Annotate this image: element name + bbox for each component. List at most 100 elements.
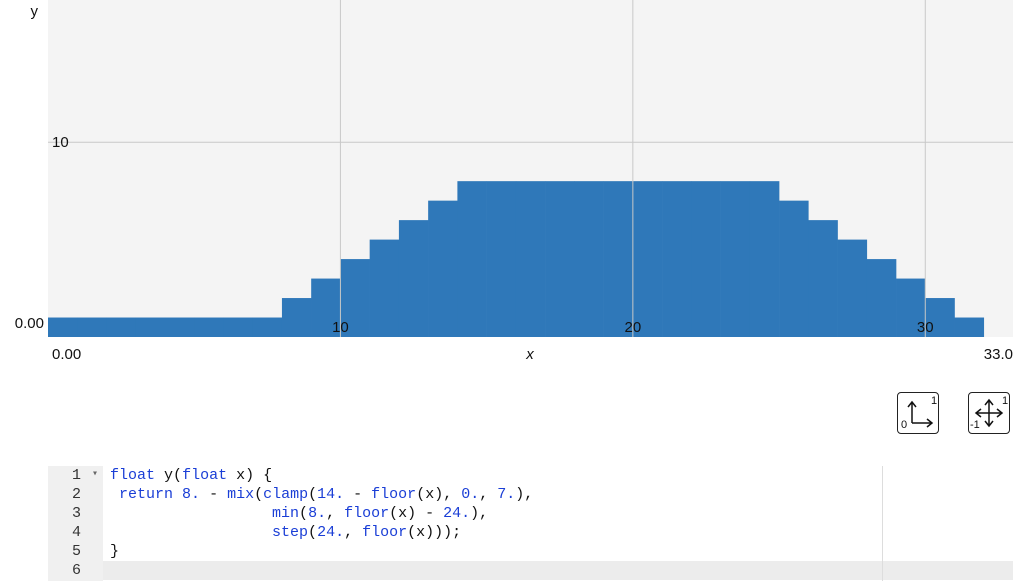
step-bar bbox=[837, 239, 868, 337]
code-token: ( bbox=[173, 467, 183, 484]
code-token: ), bbox=[515, 486, 534, 503]
line-number: 4 bbox=[71, 524, 81, 541]
code-token: floor bbox=[371, 486, 417, 503]
step-bar bbox=[574, 181, 604, 337]
x-tick-label: 10 bbox=[332, 319, 349, 336]
step-bar bbox=[369, 239, 400, 337]
step-bar bbox=[603, 181, 634, 337]
code-token bbox=[110, 524, 272, 541]
button-label: 1 bbox=[931, 395, 938, 407]
code-token: float bbox=[182, 467, 228, 484]
code-token: ) - bbox=[407, 505, 444, 522]
code-token: clamp bbox=[263, 486, 309, 503]
code-line: } bbox=[110, 542, 533, 561]
step-bar bbox=[896, 278, 926, 337]
code-token bbox=[155, 467, 164, 484]
code-token: return bbox=[119, 486, 174, 503]
code-token: 24. bbox=[443, 505, 471, 522]
y-axis-label: y bbox=[31, 3, 39, 20]
code-token: ( bbox=[389, 505, 399, 522]
code-token: , bbox=[326, 505, 345, 522]
code-token: x bbox=[398, 505, 408, 522]
step-bar bbox=[223, 317, 253, 337]
code-token: ( bbox=[254, 486, 264, 503]
step-bar bbox=[106, 317, 137, 337]
code-token: 14. bbox=[317, 486, 345, 503]
line-number: 3 bbox=[71, 505, 81, 522]
step-bar bbox=[720, 181, 751, 337]
code-token: float bbox=[110, 467, 156, 484]
x-range-label: 0.00 bbox=[52, 346, 81, 363]
code-token: ) { bbox=[245, 467, 273, 484]
y-tick-label: 10 bbox=[52, 134, 69, 151]
line-number: 6 bbox=[71, 562, 81, 579]
code-line: float y(float x) { bbox=[110, 466, 533, 485]
step-bar bbox=[281, 298, 312, 337]
code-token: 7. bbox=[497, 486, 516, 503]
code-token bbox=[227, 467, 236, 484]
code-token: mix bbox=[227, 486, 255, 503]
step-bar bbox=[515, 181, 546, 337]
graph: y x 0.00 10 20 30 33.0 0.00 10 bbox=[15, 0, 1013, 363]
step-bar bbox=[340, 259, 370, 337]
step-bar bbox=[77, 317, 107, 337]
code-line: step(24., floor(x))); bbox=[110, 523, 533, 542]
code-token: ( bbox=[308, 486, 318, 503]
origin-button[interactable]: 0 1 bbox=[897, 392, 939, 434]
code-token: 8. bbox=[182, 486, 201, 503]
code-token: ( bbox=[308, 524, 318, 541]
code-token bbox=[110, 486, 119, 503]
line-number: 2 bbox=[71, 486, 81, 503]
code: float y(float x) { return 8. - mix(clamp… bbox=[110, 466, 533, 561]
button-label: 1 bbox=[1002, 395, 1009, 407]
y-range-label: 0.00 bbox=[15, 315, 44, 332]
code-token: - bbox=[200, 486, 228, 503]
center-button[interactable]: -1 1 bbox=[968, 392, 1010, 434]
step-bar bbox=[954, 317, 985, 337]
icon bbox=[907, 400, 934, 428]
code-token: y bbox=[164, 467, 174, 484]
step-bar bbox=[194, 317, 224, 337]
code-token: floor bbox=[362, 524, 408, 541]
code-token: - bbox=[344, 486, 372, 503]
code-token: x bbox=[236, 467, 246, 484]
code-token: 24. bbox=[317, 524, 345, 541]
code-token: ( bbox=[407, 524, 417, 541]
step-bar bbox=[428, 200, 458, 337]
code-token bbox=[173, 486, 182, 503]
step-bar bbox=[545, 181, 575, 337]
step-bar bbox=[866, 259, 897, 337]
x-tick-label: 20 bbox=[625, 319, 642, 336]
code-token: min bbox=[272, 505, 300, 522]
code-token: ( bbox=[299, 505, 309, 522]
print-margin bbox=[882, 466, 883, 581]
code-token: 8. bbox=[308, 505, 327, 522]
code-token: step bbox=[272, 524, 309, 541]
x-range-label: 33.0 bbox=[984, 346, 1013, 363]
step-bar bbox=[164, 317, 195, 337]
step-bar bbox=[252, 317, 283, 337]
code-token: ( bbox=[416, 486, 426, 503]
code-token bbox=[110, 505, 272, 522]
code-token: , bbox=[344, 524, 363, 541]
button-label: 0 bbox=[901, 419, 908, 431]
x-tick-label: 30 bbox=[917, 319, 934, 336]
step-bar bbox=[925, 298, 955, 337]
code-token: , bbox=[479, 486, 498, 503]
line-number: 1 bbox=[71, 467, 81, 484]
step-bar bbox=[398, 220, 429, 337]
step-bar bbox=[691, 181, 721, 337]
code-token: } bbox=[110, 543, 120, 560]
step-bar bbox=[749, 181, 780, 337]
code-token: ), bbox=[470, 505, 489, 522]
code-token: 0. bbox=[461, 486, 480, 503]
code-token: x bbox=[416, 524, 426, 541]
fold-arrow[interactable]: ▾ bbox=[92, 469, 99, 480]
step-bar bbox=[486, 181, 517, 337]
step-bar bbox=[632, 181, 663, 337]
step-bar bbox=[457, 181, 487, 337]
step-bar bbox=[311, 278, 341, 337]
button-label: -1 bbox=[970, 419, 980, 431]
